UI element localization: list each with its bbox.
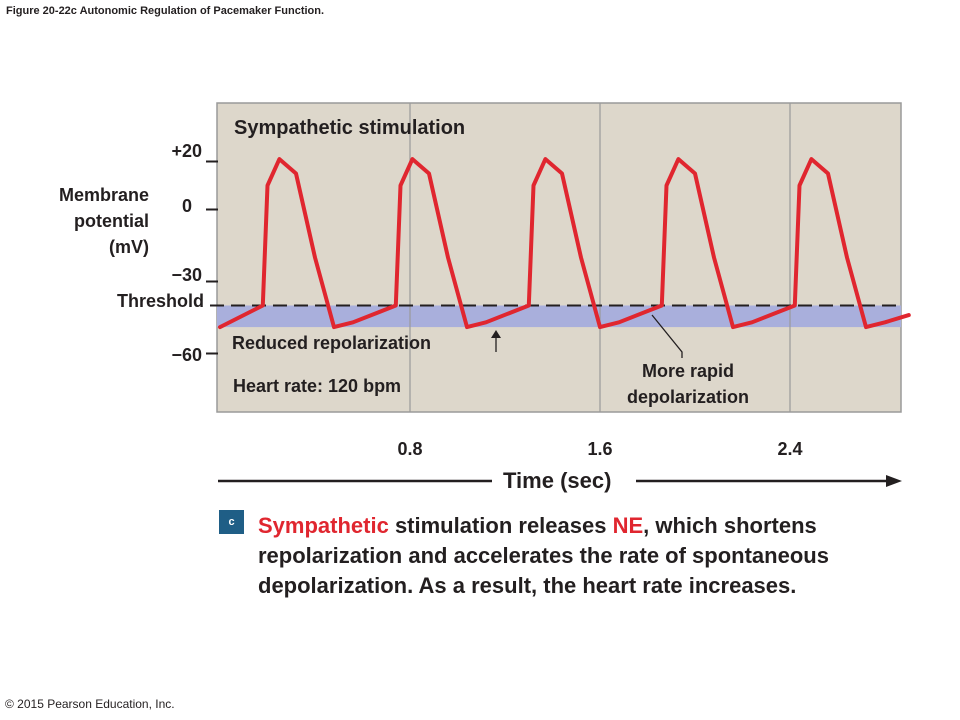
- y-axis-label-line-1: Membrane: [58, 185, 149, 205]
- more-rapid-line-2: depolarization: [626, 387, 749, 407]
- reduced-repolarization-label: Reduced repolarization: [232, 333, 432, 353]
- time-axis-arrowhead: [886, 475, 902, 487]
- y-tick-label: 0: [181, 196, 192, 216]
- panel-title: Sympathetic stimulation: [234, 117, 466, 139]
- description-sympathetic: Sympathetic: [258, 513, 389, 538]
- x-tick-label: 2.4: [777, 439, 803, 459]
- more-rapid-leader: [651, 314, 683, 358]
- more-rapid-line-1: More rapid: [641, 361, 734, 381]
- y-axis-label-line-3: (mV): [109, 237, 149, 257]
- plot-background: [216, 102, 902, 413]
- description-text: Sympathetic stimulation releases NE, whi…: [258, 511, 948, 601]
- reduced-repolarization-arrowhead: [491, 330, 501, 338]
- membrane-potential-line: [218, 157, 911, 330]
- y-axis-label: Membrane potential (mV): [59, 182, 149, 260]
- y-axis-label-line-2: potential: [74, 211, 149, 231]
- copyright: © 2015 Pearson Education, Inc.: [5, 697, 175, 711]
- y-tick-label: −60: [171, 345, 202, 365]
- threshold-label: Threshold: [116, 291, 204, 311]
- description-segment: stimulation releases: [388, 513, 613, 538]
- y-tick-label: +20: [171, 141, 202, 161]
- x-tick-label: 0.8: [397, 439, 423, 459]
- panel-badge: c: [219, 510, 244, 534]
- description-segment: , which shortens repolarization and acce…: [258, 513, 829, 598]
- heart-rate-label: Heart rate: 120 bpm: [233, 376, 402, 396]
- y-tick-label: −30: [171, 265, 202, 285]
- x-axis-label: Time (sec): [503, 468, 612, 493]
- depolarization-band: [217, 305, 901, 328]
- x-tick-label: 1.6: [587, 439, 613, 459]
- figure-caption: Figure 20-22c Autonomic Regulation of Pa…: [6, 5, 325, 17]
- description-ne: NE: [612, 513, 644, 538]
- more-rapid-depolarization-label: More rapid depolarization: [608, 358, 768, 410]
